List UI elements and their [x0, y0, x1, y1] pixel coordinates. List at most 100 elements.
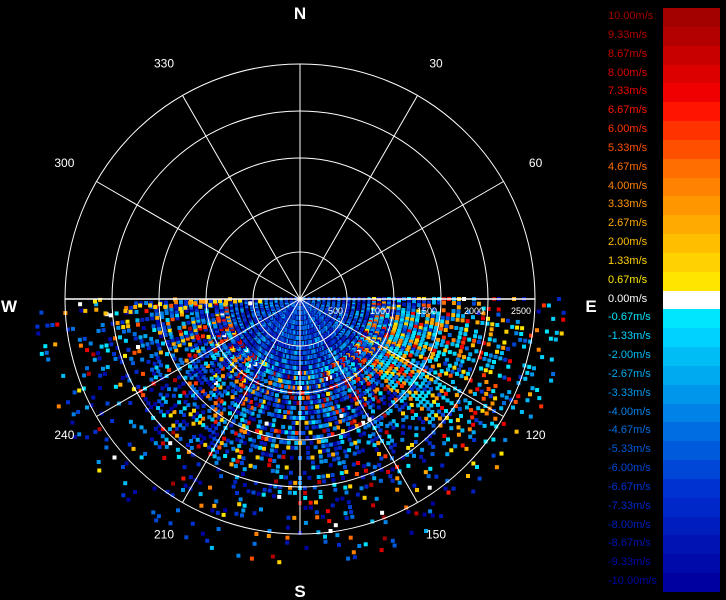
echo-cell: [364, 370, 369, 375]
echo-cell: [437, 392, 442, 397]
echo-cell: [406, 305, 411, 310]
echo-cell: [265, 390, 269, 395]
echo-cell: [167, 427, 172, 432]
echo-cell: [267, 463, 272, 468]
echo-cell: [198, 480, 203, 485]
echo-cell: [271, 397, 276, 402]
echo-cell: [321, 383, 325, 387]
echo-cell: [222, 401, 227, 406]
echo-cell: [293, 360, 297, 365]
echo-cell: [302, 485, 307, 490]
echo-cell: [381, 308, 386, 312]
echo-cell: [554, 330, 559, 335]
echo-cell: [356, 450, 361, 455]
echo-cell: [208, 396, 213, 401]
echo-cell: [343, 465, 347, 470]
echo-cell: [306, 410, 311, 415]
echo-cell: [323, 361, 327, 366]
echo-cell: [476, 340, 481, 344]
echo-cell: [409, 530, 414, 535]
echo-cell: [535, 388, 540, 392]
echo-cell: [427, 380, 432, 385]
echo-cell: [381, 515, 386, 520]
echo-cell: [235, 491, 239, 495]
echo-cell: [360, 398, 365, 403]
echo-cell: [344, 454, 349, 459]
echo-cell: [237, 502, 242, 507]
echo-cell: [164, 437, 169, 442]
echo-cell: [318, 454, 323, 459]
echo-cell: [217, 391, 222, 396]
echo-cell: [431, 311, 436, 315]
legend-swatch: [663, 497, 720, 517]
echo-cell: [399, 318, 404, 323]
echo-cell: [423, 378, 427, 383]
echo-cell: [292, 395, 297, 400]
echo-cell: [226, 385, 231, 390]
echo-cell: [395, 346, 400, 351]
echo-cell: [421, 426, 426, 431]
echo-cell: [421, 303, 426, 308]
legend-label: 3.33m/s: [608, 198, 648, 211]
echo-cell: [178, 423, 183, 428]
echo-cell: [418, 400, 423, 405]
echo-cell: [356, 382, 361, 387]
echo-cell: [384, 371, 389, 375]
echo-cell: [270, 412, 275, 417]
legend-swatch: [663, 478, 720, 498]
echo-cell: [530, 372, 535, 377]
echo-cell: [375, 329, 380, 334]
echo-cell: [209, 341, 214, 346]
echo-cell: [417, 416, 422, 421]
echo-cell: [368, 405, 373, 410]
echo-cell: [396, 364, 401, 369]
echo-cell: [36, 331, 41, 336]
echo-cell: [286, 410, 291, 415]
echo-cell: [450, 369, 455, 374]
echo-cell: [361, 420, 366, 425]
echo-cell: [179, 300, 183, 305]
echo-cell: [311, 364, 315, 369]
echo-cell: [239, 461, 244, 465]
echo-cell: [462, 336, 467, 341]
echo-cell: [309, 405, 314, 410]
echo-cell: [557, 297, 561, 301]
echo-cell: [394, 404, 399, 408]
echo-cell: [409, 350, 414, 355]
echo-cell: [322, 449, 327, 454]
echo-cell: [313, 394, 318, 399]
echo-cell: [376, 379, 381, 384]
echo-cell: [447, 363, 452, 368]
legend-swatch: [663, 158, 720, 178]
echo-cell: [373, 419, 378, 424]
legend-entry: -5.33m/s: [604, 441, 726, 461]
echo-cell: [305, 395, 310, 400]
echo-cell: [35, 324, 40, 329]
echo-cell: [451, 338, 456, 343]
echo-cell: [491, 389, 496, 394]
echo-cell: [392, 325, 397, 330]
echo-cell: [484, 380, 489, 384]
echo-cell: [386, 308, 391, 313]
echo-cell: [336, 456, 341, 461]
echo-cell: [196, 462, 201, 467]
echo-cell: [449, 448, 454, 453]
echo-cell: [272, 382, 277, 387]
echo-cell: [241, 407, 246, 412]
echo-cell: [160, 315, 165, 320]
echo-cell: [408, 323, 413, 328]
echo-cell: [459, 374, 464, 379]
echo-cell: [154, 365, 159, 370]
echo-cell: [161, 413, 166, 418]
echo-cell: [415, 315, 420, 320]
echo-cell: [294, 436, 299, 440]
echo-cell: [363, 468, 368, 473]
echo-cell: [181, 426, 186, 431]
echo-cell: [353, 413, 358, 418]
echo-cell: [396, 372, 401, 377]
echo-cell: [108, 337, 113, 342]
echo-cell: [186, 403, 191, 407]
echo-cell: [102, 371, 107, 376]
echo-cell: [493, 384, 498, 388]
echo-cell: [467, 337, 472, 342]
